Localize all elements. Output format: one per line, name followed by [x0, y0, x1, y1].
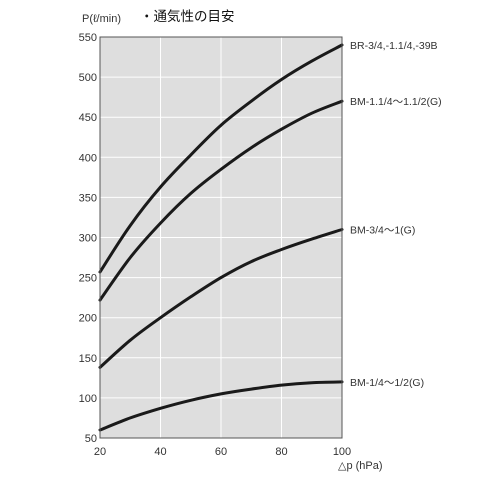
series-label-0: BR-3/4,-1.1/4,-39B — [350, 40, 438, 52]
tick-labels: 50 100 150 200 250 300 350 400 450 500 550 20 40 60 80… — [79, 32, 352, 458]
y-tick-label: 250 — [79, 273, 97, 285]
series-labels: BR-3/4,-1.1/4,-39B BM-1.1/4～1.1/2(G) BM-3/… — [350, 40, 442, 389]
y-tick-label: 200 — [79, 313, 97, 325]
y-tick-label: 550 — [79, 32, 97, 44]
plot-border — [99, 36, 343, 439]
y-tick-label: 50 — [85, 433, 97, 445]
series-label-1: BM-1.1/4～1.1/2(G) — [350, 96, 442, 108]
series-line-3 — [98, 380, 344, 432]
x-tick-label: 80 — [275, 446, 287, 458]
series-line-0 — [98, 43, 344, 274]
plot-frame — [99, 36, 343, 439]
gridlines — [100, 37, 342, 438]
y-tick-label: 450 — [79, 112, 97, 124]
y-tick-label: 300 — [79, 233, 97, 245]
x-tick-label: 20 — [94, 446, 106, 458]
y-tick-label: 350 — [79, 192, 97, 204]
x-tick-label: 100 — [333, 446, 351, 458]
series-line-1 — [98, 99, 344, 302]
y-axis-label: P(ℓ/min) — [82, 13, 121, 25]
y-tick-label: 150 — [79, 353, 97, 365]
series-line-2 — [98, 228, 344, 369]
y-tick-label: 400 — [79, 152, 97, 164]
y-tick-label: 500 — [79, 72, 97, 84]
x-axis-label: △p (hPa) — [338, 460, 383, 472]
x-tick-label: 40 — [154, 446, 166, 458]
series-label-3: BM-1/4～1/2(G) — [350, 377, 424, 389]
y-tick-label: 100 — [79, 393, 97, 405]
chart-title: ・通気性の目安 — [140, 9, 235, 24]
series-label-2: BM-3/4～1(G) — [350, 224, 415, 236]
x-tick-label: 60 — [215, 446, 227, 458]
series-lines — [98, 43, 344, 432]
